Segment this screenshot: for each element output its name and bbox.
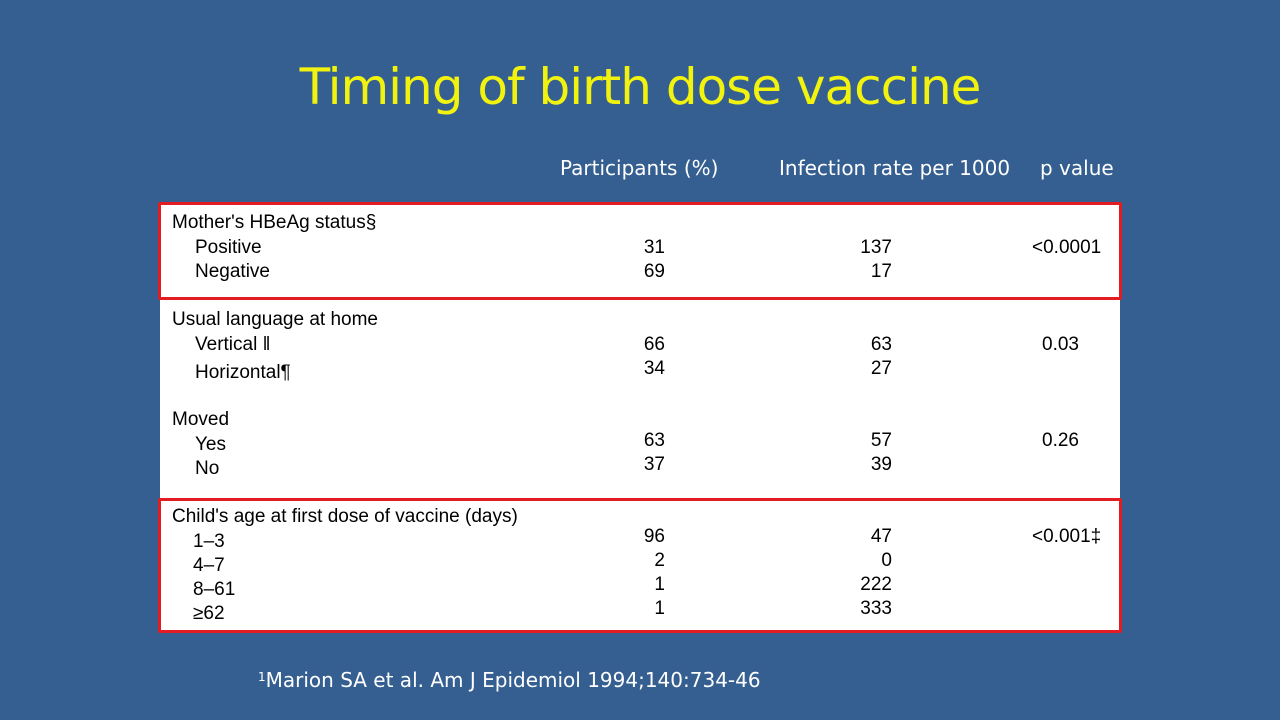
- participants-value: 34: [643, 358, 665, 379]
- rate-value: 222: [860, 574, 892, 595]
- column-header-infection-rate: Infection rate per 1000: [779, 156, 1011, 180]
- p-value: <0.001‡: [1032, 526, 1102, 547]
- p-value: <0.0001: [1032, 237, 1102, 258]
- group-heading: Moved: [172, 409, 230, 430]
- rate-value: 137: [860, 237, 892, 258]
- p-value: 0.03: [1042, 334, 1079, 355]
- citation-superscript: 1: [258, 670, 266, 684]
- row-label: Yes: [195, 434, 226, 455]
- slide-title: Timing of birth dose vaccine: [299, 58, 982, 116]
- participants-value: 31: [643, 237, 665, 258]
- row-label: No: [195, 458, 220, 479]
- row-label: Positive: [195, 237, 262, 258]
- row-label: Vertical ǁ: [195, 334, 271, 355]
- row-label: Horizontal¶: [195, 362, 291, 383]
- row-label: 1–3: [193, 531, 225, 552]
- rate-value: 63: [870, 334, 892, 355]
- participants-value: 66: [643, 334, 665, 355]
- group-heading: Usual language at home: [172, 309, 378, 330]
- highlight-box-hbeag: [158, 202, 1122, 300]
- rate-value: 57: [870, 430, 892, 451]
- participants-value: 96: [643, 526, 665, 547]
- rate-value: 39: [870, 454, 892, 475]
- row-label: Negative: [195, 261, 270, 282]
- column-header-p-value: p value: [1040, 156, 1114, 180]
- rate-value: 0: [881, 550, 892, 571]
- participants-value: 1: [654, 598, 665, 619]
- participants-value: 2: [654, 550, 665, 571]
- rate-value: 47: [870, 526, 892, 547]
- row-label: ≥62: [193, 603, 225, 624]
- rate-value: 17: [870, 261, 892, 282]
- rate-value: 333: [860, 598, 892, 619]
- group-heading: Child's age at first dose of vaccine (da…: [172, 506, 518, 527]
- participants-value: 63: [643, 430, 665, 451]
- group-heading: Mother's HBeAg status§: [172, 212, 377, 233]
- column-header-participants: Participants (%): [560, 156, 719, 180]
- rate-value: 27: [870, 358, 892, 379]
- participants-value: 69: [643, 261, 665, 282]
- p-value: 0.26: [1042, 430, 1079, 451]
- highlight-box-child-age: [158, 498, 1122, 633]
- row-label: 4–7: [193, 555, 225, 576]
- citation-text: Marion SA et al. Am J Epidemiol 1994;140…: [265, 668, 761, 692]
- citation: 1Marion SA et al. Am J Epidemiol 1994;14…: [258, 668, 761, 692]
- results-table: Mother's HBeAg status§ Positive 31 137 <…: [158, 202, 1122, 633]
- row-label: 8–61: [193, 579, 236, 600]
- participants-value: 1: [654, 574, 665, 595]
- participants-value: 37: [643, 454, 665, 475]
